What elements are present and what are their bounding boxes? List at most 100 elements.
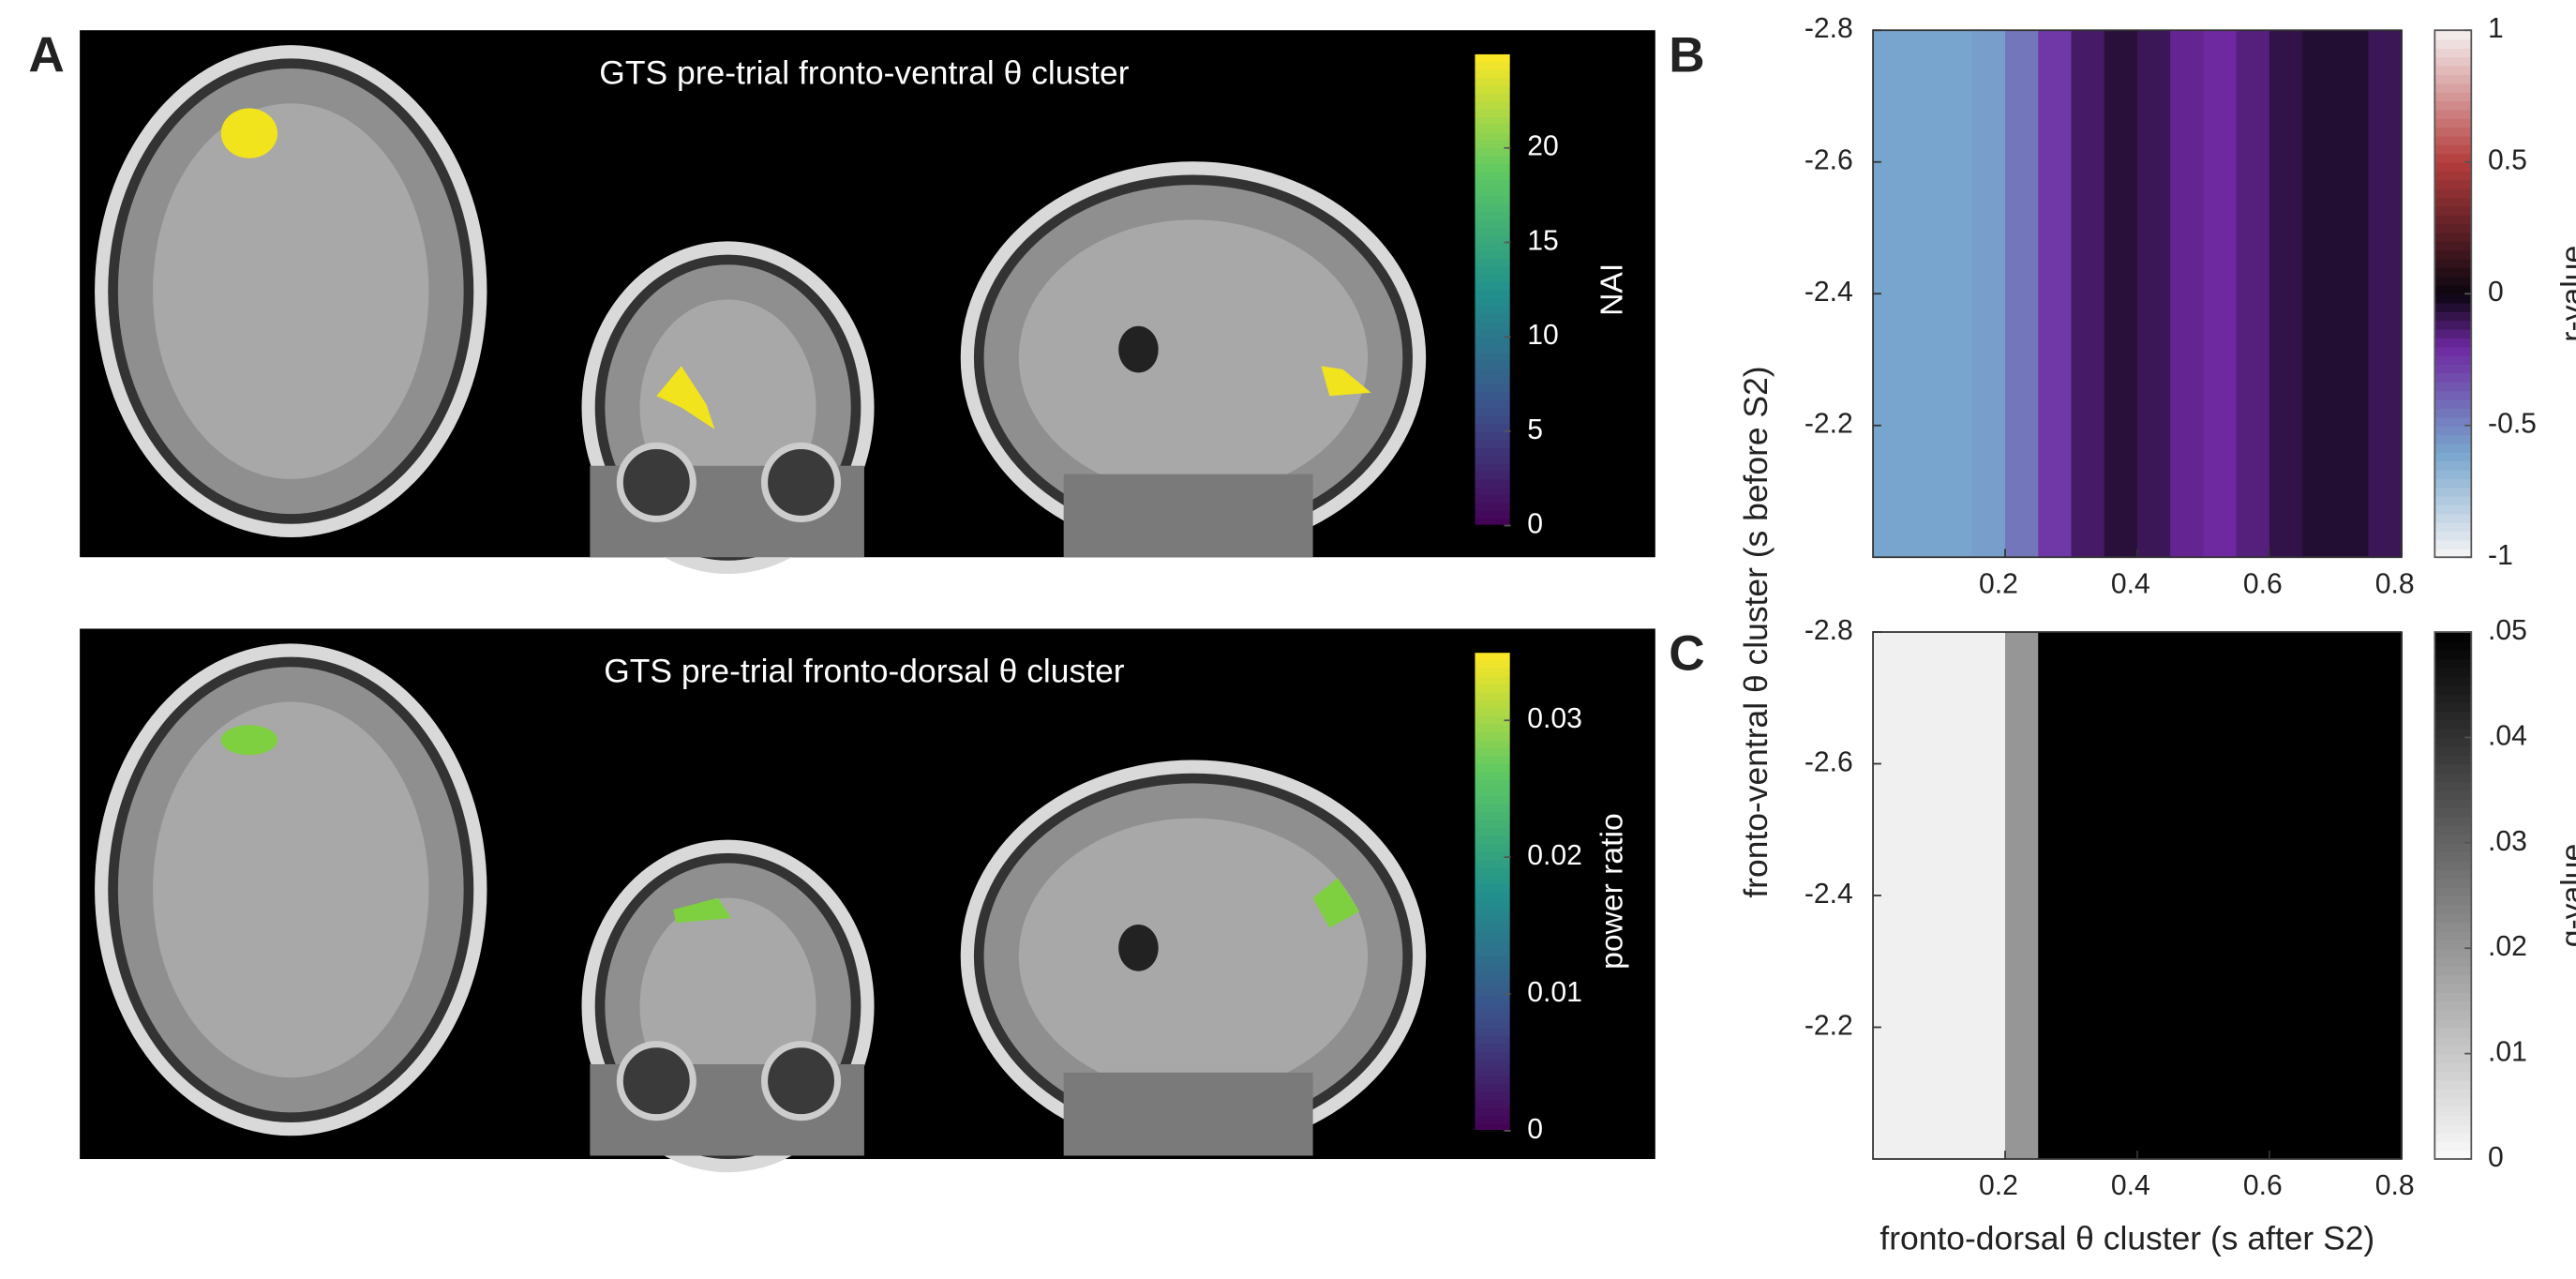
- colorbar-strip: [1474, 77, 1511, 86]
- colorbar-strip: [2434, 632, 2472, 642]
- colorbar-strip: [2434, 30, 2472, 40]
- colorbar-strip: [1474, 368, 1511, 377]
- colorbar-strip: [1474, 171, 1511, 181]
- colorbar-strip: [2434, 711, 2472, 721]
- colorbar-strip: [1474, 851, 1511, 861]
- y-tick-label: -2.8: [1805, 615, 1853, 646]
- colorbar-strip: [2434, 117, 2472, 128]
- colorbar-tick-label: 1: [2488, 13, 2504, 44]
- colorbar-tick-label: 0.03: [1527, 703, 1582, 734]
- colorbar-strip: [2434, 1053, 2472, 1063]
- heatmap-cell: [1939, 632, 1973, 1160]
- colorbar-strip: [2434, 232, 2472, 242]
- heatmap-cell: [2104, 30, 2139, 558]
- x-axis-label: fronto-dorsal θ cluster (s after S2): [1880, 1219, 2374, 1256]
- colorbar-strip: [1474, 242, 1511, 251]
- colorbar-strip: [1474, 1082, 1511, 1092]
- colorbar-strip: [2434, 807, 2472, 818]
- colorbar-strip: [1474, 779, 1511, 789]
- colorbar-strip: [2434, 1071, 2472, 1081]
- blob: [673, 897, 732, 924]
- colorbar-strip: [1474, 305, 1511, 314]
- heatmap-cell: [1971, 30, 2007, 558]
- colorbar-strip: [2434, 539, 2472, 549]
- heatmap-cell: [2335, 30, 2370, 558]
- colorbar-strip: [1474, 723, 1511, 733]
- colorbar-strip: [1474, 486, 1511, 495]
- colorbar-strip: [1474, 907, 1511, 917]
- colorbar-strip: [2434, 640, 2472, 651]
- colorbar-strip: [2434, 1079, 2472, 1090]
- colorbar-strip: [2434, 965, 2472, 976]
- colorbar-strip: [2434, 513, 2472, 523]
- colorbar-strip: [1474, 423, 1511, 432]
- colorbar-strip: [1474, 384, 1511, 393]
- colorbar-strip: [1474, 203, 1511, 212]
- colorbar-frame: [1473, 651, 1512, 1132]
- colorbar-strip: [1474, 502, 1511, 511]
- colorbar-strip: [1474, 407, 1511, 416]
- heatmap-cell: [2005, 632, 2040, 1160]
- colorbar-strip: [2434, 354, 2472, 366]
- colorbar-tick-label: .01: [2488, 1037, 2527, 1068]
- colorbar-strip: [2434, 188, 2472, 199]
- colorbar-strip: [2434, 1132, 2472, 1143]
- colorbar-strip: [1474, 652, 1511, 661]
- colorbar-strip: [1474, 700, 1511, 709]
- colorbar-strip: [1474, 763, 1511, 773]
- panel-title: GTS pre-trial fronto-ventral θ cluster: [599, 53, 1129, 91]
- colorbar-strip: [2434, 658, 2472, 669]
- colorbar-strip: [2434, 495, 2472, 505]
- y-tick-label: -2.6: [1805, 145, 1853, 176]
- colorbar-tick-label: 0: [1527, 1114, 1543, 1145]
- colorbar-strip: [1474, 971, 1511, 981]
- colorbar-strip: [1474, 258, 1511, 267]
- colorbar-strip: [1474, 68, 1511, 79]
- colorbar-tick-label: 0.02: [1527, 840, 1582, 871]
- heatmap-cell: [2269, 30, 2304, 558]
- colorbar-strip: [2434, 74, 2472, 84]
- colorbar-tick-label: -0.5: [2488, 409, 2537, 440]
- colorbar-strip: [2434, 790, 2472, 800]
- colorbar-strip: [1474, 923, 1511, 933]
- colorbar-strip: [2434, 1141, 2472, 1151]
- colorbar-strip: [2434, 408, 2472, 418]
- heatmap-cell: [2203, 30, 2238, 558]
- colorbar-tick-label: 5: [1527, 414, 1543, 445]
- colorbar-strip: [2434, 825, 2472, 835]
- y-tick-label: -2.6: [1805, 746, 1853, 777]
- heatmap-cell: [2302, 632, 2337, 1160]
- colorbar-strip: [1474, 995, 1511, 1004]
- colorbar-strip: [1474, 439, 1511, 448]
- colorbar-strip: [1474, 218, 1511, 228]
- colorbar-strip: [2434, 1123, 2472, 1134]
- colorbar-strip: [2434, 1097, 2472, 1107]
- heatmap-cell: [2335, 632, 2370, 1160]
- panel-label: A: [28, 27, 64, 83]
- colorbar-strip: [1474, 1106, 1511, 1116]
- colorbar-strip: [1474, 1066, 1511, 1076]
- colorbar-strip: [2434, 267, 2472, 278]
- colorbar-strip: [2434, 719, 2472, 730]
- colorbar-tick-label: .04: [2488, 720, 2527, 751]
- colorbar-strip: [1474, 1034, 1511, 1045]
- colorbar-tick-label: 0: [1527, 509, 1543, 540]
- eye: [616, 1041, 696, 1121]
- colorbar-strip: [1474, 399, 1511, 409]
- colorbar-strip: [2434, 223, 2472, 233]
- colorbar-strip: [2434, 548, 2472, 559]
- panel-title: GTS pre-trial fronto-dorsal θ cluster: [604, 653, 1125, 690]
- colorbar-strip: [1474, 337, 1511, 346]
- y-axis-label: fronto-ventral θ cluster (s before S2): [1737, 366, 1775, 897]
- colorbar-strip: [2434, 781, 2472, 791]
- colorbar-strip: [1474, 947, 1511, 956]
- colorbar-strip: [2434, 390, 2472, 400]
- heatmap-cell: [2170, 632, 2205, 1160]
- colorbar-strip: [1474, 84, 1511, 94]
- colorbar-strip: [1474, 226, 1511, 235]
- colorbar-strip: [1474, 234, 1511, 244]
- colorbar-strip: [2434, 922, 2472, 932]
- colorbar-strip: [2434, 504, 2472, 515]
- colorbar-strip: [2434, 153, 2472, 163]
